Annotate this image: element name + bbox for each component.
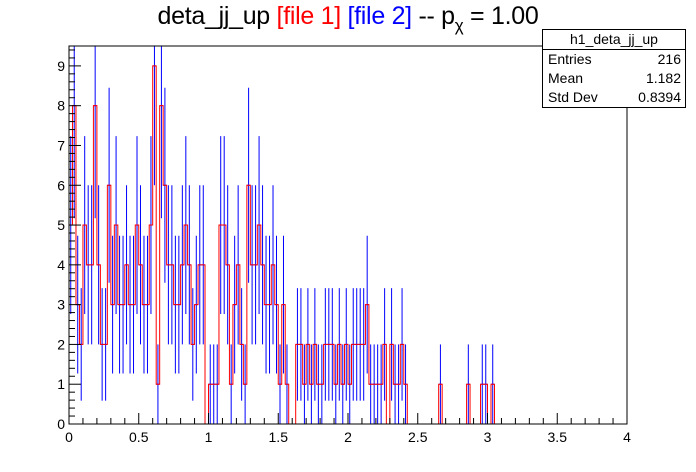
stats-box: h1_deta_jj_up Entries 216 Mean 1.182 Std… [542, 29, 686, 108]
title-file2: [file 2] [347, 2, 413, 30]
x-tick-label: 4 [623, 429, 631, 445]
stats-box-name: h1_deta_jj_up [543, 30, 685, 50]
file1-step-line [68, 65, 627, 425]
title-suffix-post: = 1.00 [463, 2, 539, 30]
x-tick-label: 3 [484, 429, 492, 445]
histogram-series-group [68, 46, 627, 425]
y-tick-label: 9 [57, 58, 65, 74]
y-tick-label: 1 [57, 376, 65, 392]
x-tick-label: 3.5 [548, 429, 568, 445]
stats-row-stddev: Std Dev 0.8394 [543, 88, 685, 107]
y-tick-label: 3 [57, 297, 65, 313]
y-tick-label: 7 [57, 137, 65, 153]
stats-value: 0.8394 [638, 89, 681, 105]
y-tick-label: 2 [57, 336, 65, 352]
title-subscript: χ [454, 16, 464, 35]
title-prefix: deta_jj_up [157, 2, 277, 30]
y-tick-label: 8 [57, 98, 65, 114]
stats-label: Entries [548, 51, 592, 67]
stats-row-mean: Mean 1.182 [543, 69, 685, 88]
y-tick-label: 4 [57, 257, 65, 273]
chart-title: deta_jj_up [file 1] [file 2] -- pχ = 1.0… [0, 2, 696, 36]
x-tick-label: 2 [344, 429, 352, 445]
y-tick-label: 0 [57, 416, 65, 432]
x-tick-label: 2.5 [408, 429, 428, 445]
stats-row-entries: Entries 216 [543, 50, 685, 69]
stats-value: 216 [657, 51, 681, 67]
x-tick-label: 0 [65, 429, 73, 445]
y-tick-label: 5 [57, 217, 65, 233]
stats-label: Mean [548, 70, 584, 86]
title-file1: [file 1] [276, 2, 342, 30]
title-suffix-pre: -- p [411, 2, 455, 30]
stats-value: 1.182 [645, 70, 681, 86]
y-tick-label: 6 [57, 177, 65, 193]
x-tick-label: 1.5 [269, 429, 289, 445]
x-tick-label: 0.5 [129, 429, 149, 445]
axes-group: 0 1 2 3 4 5 6 7 8 9 0 0.5 1 1.5 2 2.5 3 3.5 4 [57, 45, 631, 445]
x-tick-label: 1 [205, 429, 213, 445]
stats-label: Std Dev [548, 89, 598, 105]
